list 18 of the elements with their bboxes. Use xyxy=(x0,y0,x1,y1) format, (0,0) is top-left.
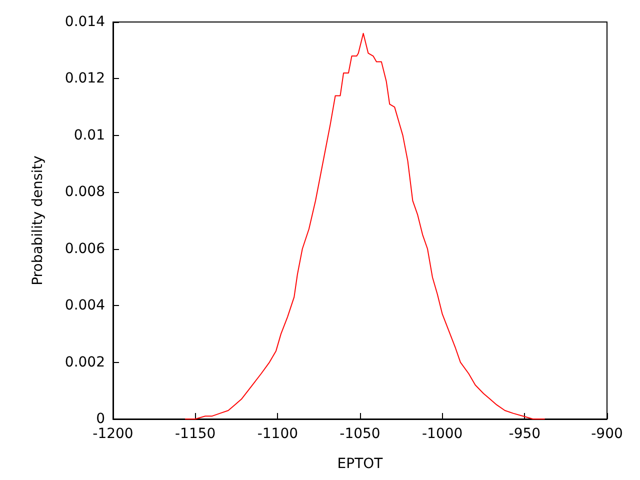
x-tick-label: -950 xyxy=(508,426,541,442)
y-tick-label: 0.014 xyxy=(64,14,106,30)
y-tick-label: 0.012 xyxy=(64,70,105,87)
x-tick-label: -1050 xyxy=(340,426,380,442)
y-tick-label: 0.004 xyxy=(64,298,106,314)
x-tick-label: -1200 xyxy=(92,426,134,442)
y-axis-title: Probability density xyxy=(30,156,46,286)
x-tick-label: -1100 xyxy=(257,426,298,442)
x-tick-label: -900 xyxy=(591,426,623,442)
y-tick-label: 0.01 xyxy=(74,127,105,144)
y-tick-label: 0 xyxy=(96,411,105,427)
y-tick-label: 0.006 xyxy=(64,240,106,257)
x-tick-label: -1000 xyxy=(422,426,463,442)
line-series xyxy=(184,32,545,420)
y-tick-label: 0.008 xyxy=(64,184,105,200)
x-axis-title: EPTOT xyxy=(337,456,384,472)
y-tick-label: 0.002 xyxy=(64,354,105,370)
x-tick-label: -1150 xyxy=(174,426,216,442)
